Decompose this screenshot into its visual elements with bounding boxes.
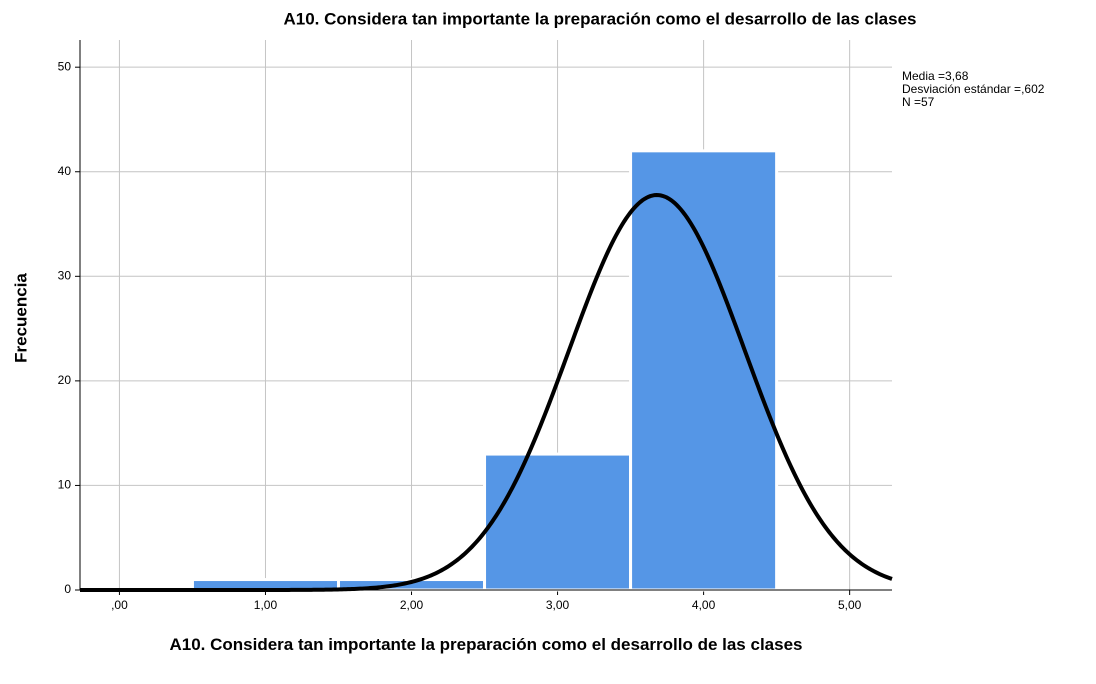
y-tick-label: 20 [58,373,72,387]
y-axis-label: Frecuencia [11,273,30,363]
bar [483,452,633,592]
x-tick-label: 1,00 [254,598,278,612]
y-tick-label: 30 [58,268,72,282]
y-tick-label: 40 [58,164,72,178]
chart-title: A10. Considera tan importante la prepara… [283,9,916,28]
y-tick-label: 10 [58,478,72,492]
y-tick-label: 50 [58,59,72,73]
x-tick-label: 5,00 [838,598,862,612]
x-tick-label: 4,00 [692,598,716,612]
x-tick-label: 3,00 [546,598,570,612]
annotation: N =57 [902,95,935,109]
bar [629,149,779,592]
y-tick-label: 0 [64,582,71,596]
x-tick-label: ,00 [111,598,128,612]
x-axis-label: A10. Considera tan importante la prepara… [169,635,803,654]
x-tick-label: 2,00 [400,598,424,612]
annotation: Desviación estándar =,602 [902,82,1045,96]
annotation: Media =3,68 [902,69,969,83]
